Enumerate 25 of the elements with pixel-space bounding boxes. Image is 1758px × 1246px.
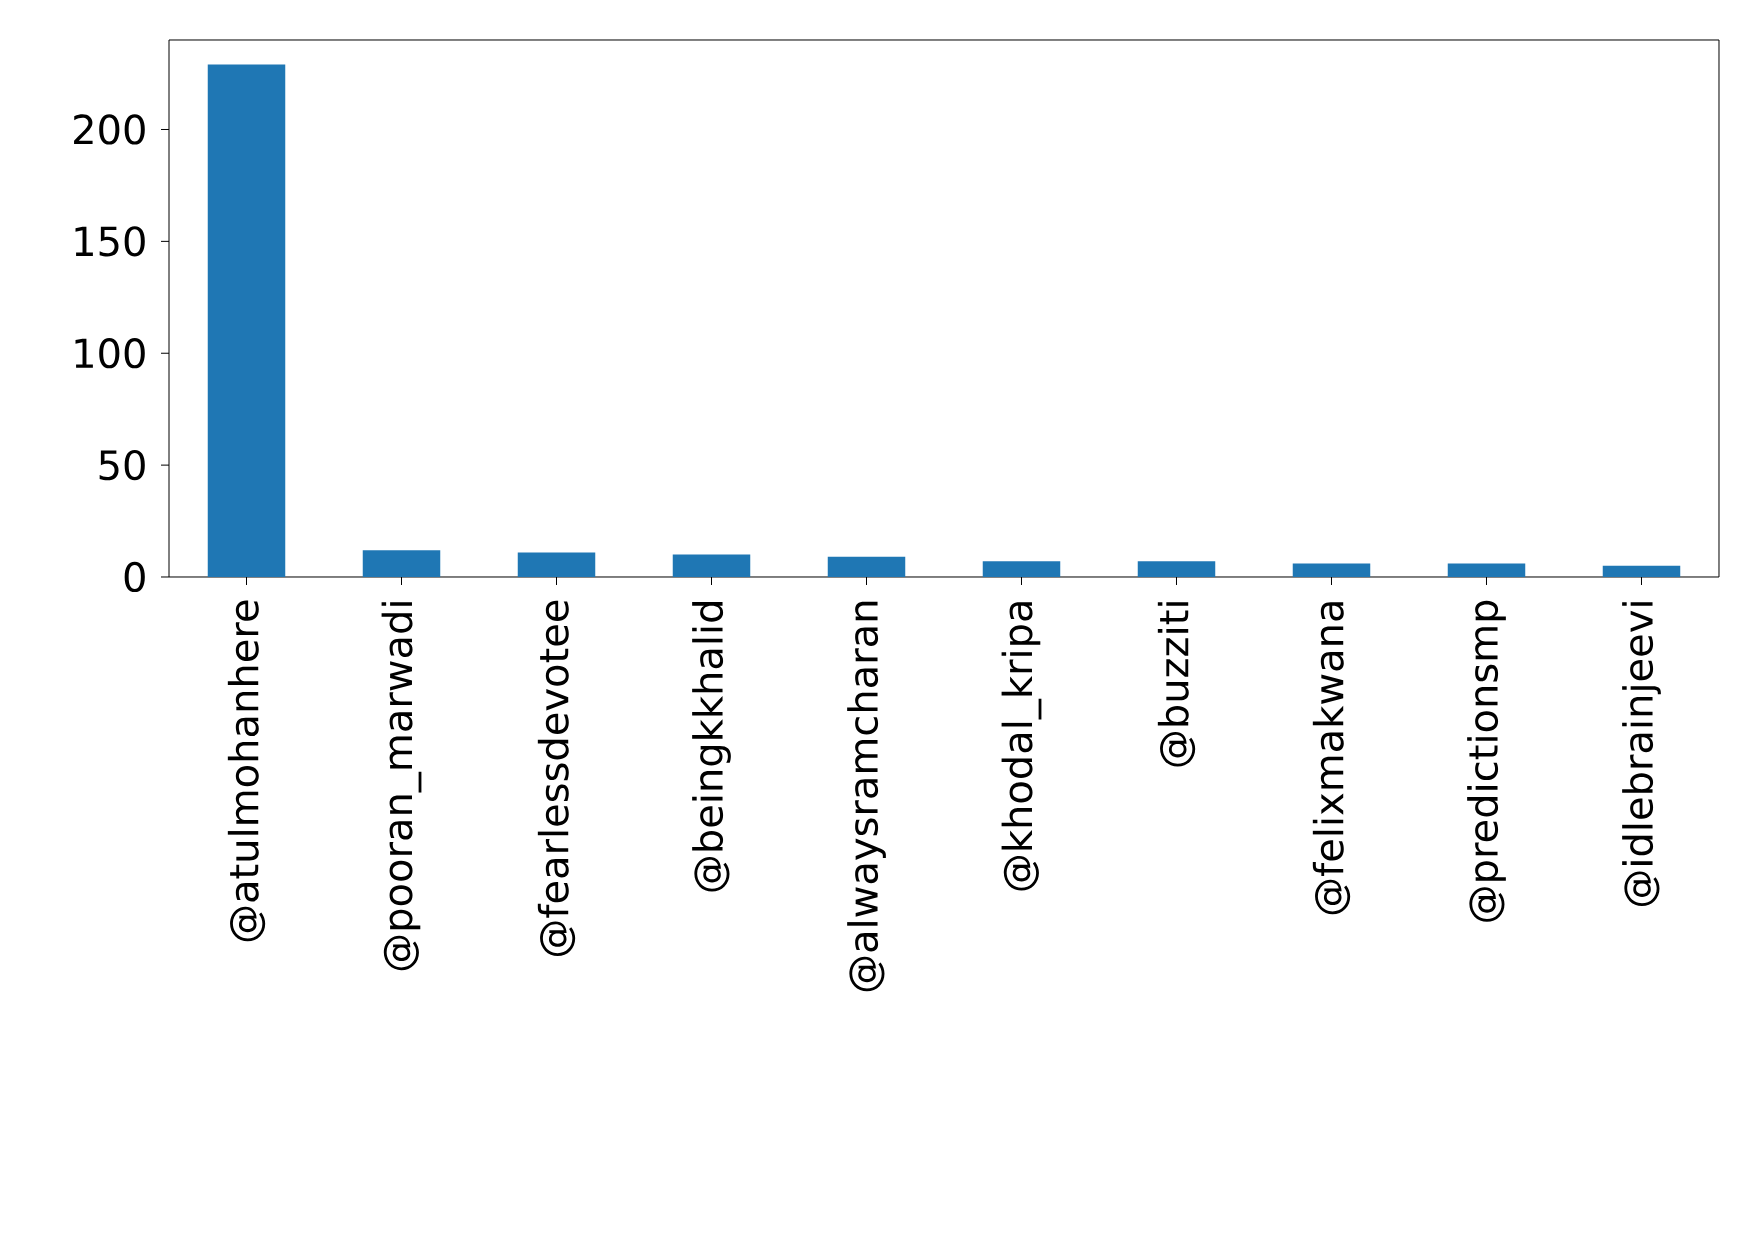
y-tick-label: 200 bbox=[74, 114, 145, 145]
bar bbox=[672, 554, 751, 577]
bar bbox=[1292, 563, 1371, 577]
bar bbox=[982, 561, 1061, 577]
x-tick-label: @pooran_marwadi bbox=[381, 602, 422, 971]
x-tick-label: @khodal_kripa bbox=[1001, 602, 1042, 891]
y-tick-label: 100 bbox=[75, 338, 145, 369]
x-tick-label: @predictionsmp bbox=[1467, 600, 1506, 922]
x-tick-label: @fearlessdevotee bbox=[537, 600, 576, 956]
bar bbox=[517, 552, 596, 577]
bar bbox=[1602, 565, 1681, 577]
x-tick-label: @atulmohanhere bbox=[227, 600, 266, 942]
y-tick-label: 150 bbox=[75, 226, 145, 257]
y-tick-label: 50 bbox=[99, 449, 145, 481]
bar bbox=[827, 556, 906, 577]
x-tick-label: @idlebrainjeevi bbox=[1622, 602, 1661, 907]
x-tick-label: @buzziti bbox=[1157, 602, 1196, 767]
x-tick-label: @beingkkhalid bbox=[692, 602, 731, 892]
bar bbox=[1137, 561, 1216, 577]
x-tick-label: @alwaysramcharan bbox=[847, 601, 886, 992]
bar bbox=[1447, 563, 1526, 577]
bar bbox=[362, 550, 441, 577]
x-tick-label: @felixmakwana bbox=[1312, 602, 1351, 915]
bar bbox=[207, 64, 286, 577]
y-tick-label: 0 bbox=[124, 561, 145, 593]
